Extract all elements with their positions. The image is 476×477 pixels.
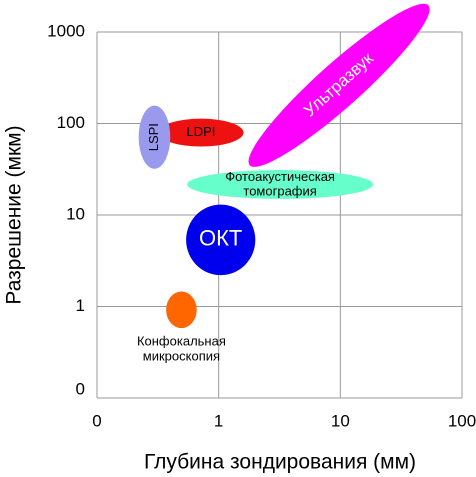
x-tick-label: 1 — [214, 411, 223, 430]
region — [158, 118, 244, 147]
y-tick-label: 10 — [66, 204, 85, 223]
region-label: LDPI — [187, 124, 216, 139]
x-tick-label: 10 — [331, 411, 350, 430]
region-label: LSPI — [146, 123, 161, 151]
region — [166, 291, 197, 329]
region — [138, 105, 171, 169]
x-tick-label: 0 — [92, 411, 101, 430]
region-label: Фотоакустическая — [225, 169, 335, 184]
y-tick-label: 1000 — [47, 21, 85, 40]
region — [248, 3, 430, 167]
region-label: Конфокальная — [137, 334, 226, 349]
y-tick-label: 100 — [57, 113, 85, 132]
y-tick-label: 0 — [76, 379, 85, 398]
region-label: ОКТ — [199, 226, 242, 251]
region — [187, 170, 374, 199]
region-label: микроскопия — [143, 349, 220, 364]
y-axis-label: Разрешение (мкм) — [3, 125, 26, 304]
region — [186, 204, 256, 276]
x-tick-label: 100 — [448, 411, 476, 430]
region-label: томография — [243, 184, 316, 199]
y-tick-label: 1 — [76, 296, 85, 315]
x-axis-label: Глубина зондирования (мм) — [144, 451, 416, 474]
